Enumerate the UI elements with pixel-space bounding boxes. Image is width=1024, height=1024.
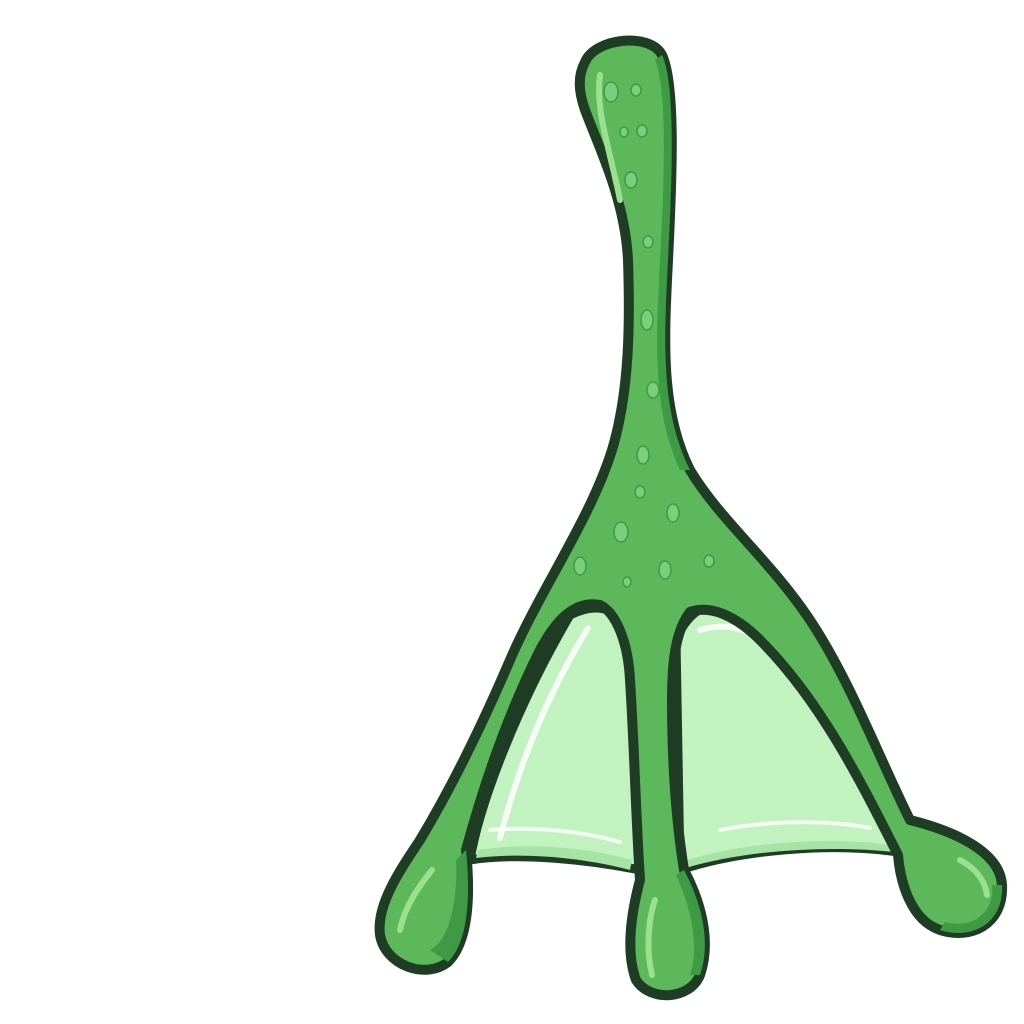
spot	[613, 521, 629, 543]
spot	[622, 576, 632, 588]
left-toe-highlight	[397, 867, 435, 933]
foot-outline-shape	[374, 35, 1008, 1001]
spot	[703, 554, 715, 568]
spot	[573, 556, 587, 576]
leg-shadow	[655, 55, 690, 470]
spot	[624, 171, 638, 189]
leg-highlight	[596, 72, 623, 203]
webbing-highlight-right-bottom	[718, 820, 872, 832]
foot-body	[374, 35, 1008, 1001]
spot	[658, 560, 672, 580]
webbing-shadow-left	[476, 846, 632, 870]
spot	[642, 235, 654, 249]
spot	[640, 309, 654, 331]
spot	[646, 381, 660, 399]
spot	[636, 124, 648, 138]
spot	[603, 81, 619, 103]
webbing-highlight-left-bottom	[488, 826, 622, 844]
webbing-highlight-left	[497, 625, 591, 841]
skin-spots	[573, 81, 715, 588]
spot	[634, 485, 646, 499]
middle-toe-shadow	[676, 870, 705, 975]
spot	[666, 503, 680, 523]
spot	[636, 445, 650, 465]
spot	[630, 83, 642, 97]
right-toe-shadow	[940, 885, 1003, 933]
webbing-shadow-right	[686, 840, 894, 868]
middle-toe-highlight	[645, 897, 658, 978]
right-toe-highlight	[957, 857, 990, 898]
left-toe-shadow	[430, 850, 469, 962]
webbing	[465, 598, 903, 875]
spot	[619, 126, 629, 138]
